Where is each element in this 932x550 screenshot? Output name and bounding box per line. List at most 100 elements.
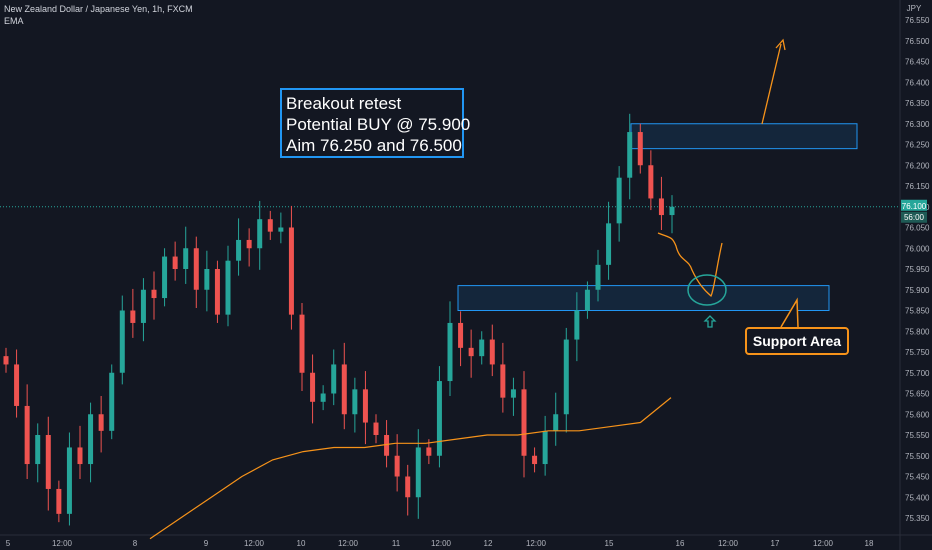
candle	[553, 392, 559, 446]
x-tick-label: 12:00	[526, 539, 547, 548]
candle	[35, 423, 41, 483]
candle-body	[563, 339, 569, 415]
candle	[45, 416, 51, 511]
y-tick-label: 75.900	[905, 286, 930, 295]
note-line-1: Breakout retest	[286, 94, 402, 113]
y-tick-label: 75.400	[905, 493, 930, 502]
candle-body	[236, 239, 242, 261]
candle	[3, 347, 9, 373]
trade-note[interactable]: Breakout retest Potential BUY @ 75.900 A…	[280, 88, 471, 158]
candle	[193, 236, 199, 309]
candle-body	[658, 198, 664, 216]
candle	[214, 260, 220, 323]
candle	[310, 354, 316, 424]
candle	[14, 349, 20, 418]
support-callout-pointer	[780, 297, 799, 328]
candle	[415, 429, 421, 519]
support-zone[interactable]	[457, 285, 830, 312]
y-tick-label: 75.850	[905, 307, 930, 316]
candle	[458, 311, 464, 367]
last-price-text: 76.100	[902, 202, 927, 211]
candle	[532, 447, 538, 473]
candle	[140, 278, 146, 342]
candle	[405, 464, 411, 516]
x-tick-label: 17	[771, 539, 780, 548]
candle	[510, 377, 516, 416]
x-tick-label: 12:00	[718, 539, 739, 548]
x-tick-label: 12:00	[338, 539, 359, 548]
candle	[637, 123, 643, 174]
candle-body	[3, 356, 9, 365]
candle	[246, 228, 252, 267]
y-tick-label: 76.000	[905, 244, 930, 253]
candle-body	[373, 422, 379, 435]
candle-body	[257, 219, 263, 249]
candle-body	[98, 414, 104, 431]
candle	[584, 281, 590, 319]
support-area-label[interactable]: Support Area	[745, 327, 849, 355]
time-axis: 5 12:00 8 9 12:00 10 12:00 11 12:00 12 12:00 15 16 12…	[6, 539, 874, 548]
target-arrow[interactable]	[761, 43, 782, 125]
chart-header: New Zealand Dollar / Japanese Yen, 1h, F…	[4, 3, 193, 27]
x-tick-label: 12:00	[244, 539, 265, 548]
y-tick-label: 75.750	[905, 348, 930, 357]
candle	[183, 226, 189, 284]
indicator-label[interactable]: EMA	[4, 16, 24, 26]
x-tick-label: 18	[865, 539, 874, 548]
candle	[658, 176, 664, 230]
candle-body	[384, 435, 390, 456]
candle	[352, 377, 358, 433]
y-tick-label: 76.500	[905, 37, 930, 46]
y-tick-label: 75.350	[905, 514, 930, 523]
x-tick-label: 12	[484, 539, 493, 548]
candle	[130, 288, 136, 338]
candle-body	[77, 447, 83, 465]
candle	[257, 200, 263, 270]
candle-body	[553, 414, 559, 431]
candle	[299, 303, 305, 392]
candle-body	[183, 248, 189, 269]
candle-body	[119, 310, 125, 373]
last-price-tag	[901, 199, 927, 211]
y-tick-label: 76.550	[905, 16, 930, 25]
x-tick-label: 12:00	[431, 539, 452, 548]
projection-drawings	[657, 38, 799, 328]
candle	[66, 432, 72, 526]
candle-body	[151, 289, 157, 299]
candle-body	[310, 372, 316, 402]
resistance-zone[interactable]	[630, 123, 858, 150]
candle	[278, 212, 284, 244]
y-tick-label: 75.650	[905, 390, 930, 399]
candle	[606, 201, 612, 280]
projection-path[interactable]	[657, 232, 723, 298]
candle-body	[299, 314, 305, 373]
candle-body	[669, 206, 675, 216]
candle-body	[320, 393, 326, 402]
x-tick-label: 10	[297, 539, 306, 548]
candle-body	[130, 310, 136, 323]
candle	[574, 292, 580, 362]
candle	[119, 295, 125, 385]
countdown-tag	[901, 211, 927, 223]
x-tick-label: 11	[392, 539, 401, 548]
retest-circle[interactable]	[687, 274, 727, 306]
candle	[267, 210, 273, 240]
candle	[24, 384, 30, 479]
candle-body	[415, 447, 421, 498]
candle-body	[193, 248, 199, 290]
candle-body	[140, 289, 146, 323]
candle	[669, 195, 675, 234]
candle-body	[14, 364, 20, 406]
y-tick-label: 75.600	[905, 410, 930, 419]
candle-body	[225, 260, 231, 315]
candle	[595, 249, 601, 302]
candle-body	[627, 132, 633, 178]
note-line-2: Potential BUY @ 75.900	[286, 115, 471, 134]
candle-body	[616, 177, 622, 224]
x-tick-label: 16	[676, 539, 685, 548]
y-tick-label: 76.300	[905, 120, 930, 129]
candle	[542, 415, 548, 476]
x-tick-label: 12:00	[813, 539, 834, 548]
candle-body	[532, 455, 538, 465]
